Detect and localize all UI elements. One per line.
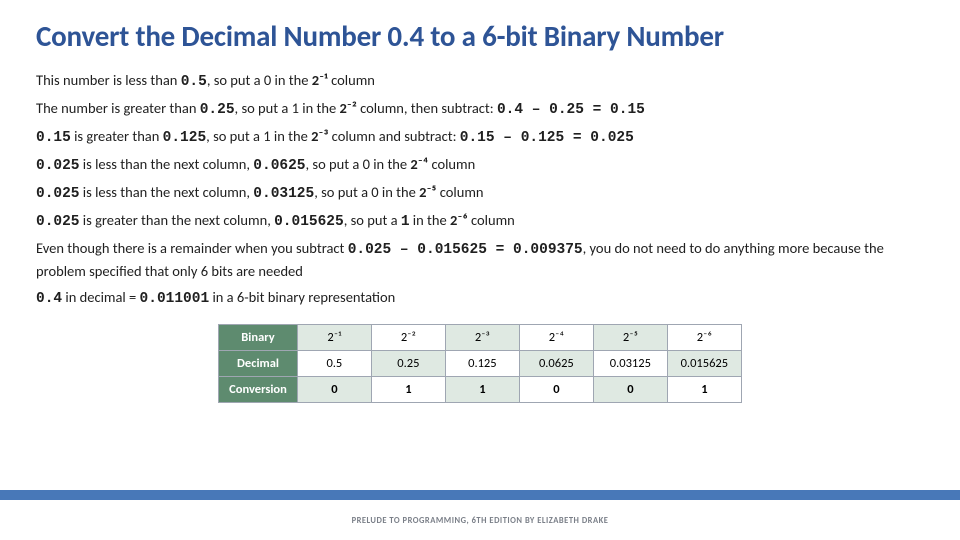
cell-conversion-0: 0 [297, 377, 371, 403]
text: is less than the next column, [80, 155, 254, 173]
text: is greater than [71, 127, 163, 145]
cell-binary-1: 2⁻² [371, 325, 445, 351]
cell-decimal-0: 0.5 [297, 351, 371, 377]
text: This number is less than [36, 71, 181, 89]
step-line-2: The number is greater than 0.25, so put … [36, 98, 924, 121]
cell-binary-0: 2⁻¹ [297, 325, 371, 351]
text: in decimal = [62, 288, 139, 306]
table-row-decimal: Decimal 0.5 0.25 0.125 0.0625 0.03125 0.… [219, 351, 742, 377]
text: , so put a 0 in the [306, 155, 411, 173]
cell-binary-5: 2⁻⁶ [667, 325, 741, 351]
text: , so put a 1 in the [235, 99, 340, 117]
row-header-binary: Binary [219, 325, 298, 351]
value: 0.125 [163, 130, 207, 146]
cell-binary-4: 2⁻⁵ [593, 325, 667, 351]
cell-decimal-1: 0.25 [371, 351, 445, 377]
value: 0.025 [36, 158, 80, 174]
text: column [436, 183, 483, 201]
step-line-4: 0.025 is less than the next column, 0.06… [36, 154, 924, 177]
text: , so put a 0 in the [314, 183, 419, 201]
value: 0.015625 [274, 214, 344, 230]
text: in a 6-bit binary representation [209, 288, 395, 306]
text: column and subtract: [328, 127, 459, 145]
text: Even though there is a remainder when yo… [36, 239, 348, 257]
value: 0.4 [36, 291, 62, 307]
footer-bar [0, 490, 960, 500]
cell-decimal-4: 0.03125 [593, 351, 667, 377]
result-line: 0.4 in decimal = 0.011001 in a 6-bit bin… [36, 287, 924, 310]
table-row-conversion: Conversion 0 1 1 0 0 1 [219, 377, 742, 403]
value: 0.25 [200, 102, 235, 118]
row-header-decimal: Decimal [219, 351, 298, 377]
value: 0.03125 [253, 186, 314, 202]
step-line-3: 0.15 is greater than 0.125, so put a 1 i… [36, 126, 924, 149]
value: 0.025 [36, 186, 80, 202]
equation: 0.025 – 0.015625 = 0.009375 [348, 242, 583, 258]
value: 0.011001 [140, 291, 210, 307]
exponent: 2⁻⁶ [450, 211, 468, 229]
cell-conversion-5: 1 [667, 377, 741, 403]
text: is greater than the next column, [80, 211, 275, 229]
value: 1 [401, 214, 410, 230]
slide: Convert the Decimal Number 0.4 to a 6-bi… [0, 0, 960, 540]
value: 0.5 [181, 74, 207, 90]
text: , so put a [344, 211, 401, 229]
text: , so put a 0 in the [207, 71, 312, 89]
value: 0.025 [36, 214, 80, 230]
text: column [328, 71, 375, 89]
footer-strip: PRELUDE TO PROGRAMMING, 6TH EDITION BY E… [0, 490, 960, 526]
cell-conversion-4: 0 [593, 377, 667, 403]
text: column, then subtract: [357, 99, 497, 117]
text: column [428, 155, 475, 173]
step-line-1: This number is less than 0.5, so put a 0… [36, 70, 924, 93]
value: 0.15 [36, 130, 71, 146]
text: , so put a 1 in the [206, 127, 311, 145]
cell-conversion-3: 0 [519, 377, 593, 403]
value: 0.0625 [253, 158, 305, 174]
step-line-7: Even though there is a remainder when yo… [36, 238, 924, 282]
row-header-conversion: Conversion [219, 377, 298, 403]
cell-binary-3: 2⁻⁴ [519, 325, 593, 351]
cell-decimal-5: 0.015625 [667, 351, 741, 377]
equation: 0.15 – 0.125 = 0.025 [460, 130, 634, 146]
table-row-binary: Binary 2⁻¹ 2⁻² 2⁻³ 2⁻⁴ 2⁻⁵ 2⁻⁶ [219, 325, 742, 351]
text: is less than the next column, [80, 183, 254, 201]
text: The number is greater than [36, 99, 200, 117]
exponent: 2⁻³ [311, 127, 328, 145]
cell-conversion-1: 1 [371, 377, 445, 403]
exponent: 2⁻⁵ [419, 183, 436, 201]
cell-conversion-2: 1 [445, 377, 519, 403]
exponent: 2⁻⁴ [410, 155, 428, 173]
exponent: 2⁻² [339, 99, 356, 117]
slide-title: Convert the Decimal Number 0.4 to a 6-bi… [36, 18, 924, 54]
text: in the [410, 211, 450, 229]
exponent: 2⁻¹ [312, 71, 328, 89]
text: column [468, 211, 515, 229]
cell-decimal-3: 0.0625 [519, 351, 593, 377]
equation: 0.4 – 0.25 = 0.15 [497, 102, 645, 118]
cell-decimal-2: 0.125 [445, 351, 519, 377]
conversion-table: Binary 2⁻¹ 2⁻² 2⁻³ 2⁻⁴ 2⁻⁵ 2⁻⁶ Decimal 0… [218, 324, 742, 403]
cell-binary-2: 2⁻³ [445, 325, 519, 351]
conversion-table-wrap: Binary 2⁻¹ 2⁻² 2⁻³ 2⁻⁴ 2⁻⁵ 2⁻⁶ Decimal 0… [36, 324, 924, 403]
footer-text: PRELUDE TO PROGRAMMING, 6TH EDITION BY E… [0, 516, 960, 526]
step-line-6: 0.025 is greater than the next column, 0… [36, 210, 924, 233]
step-line-5: 0.025 is less than the next column, 0.03… [36, 182, 924, 205]
